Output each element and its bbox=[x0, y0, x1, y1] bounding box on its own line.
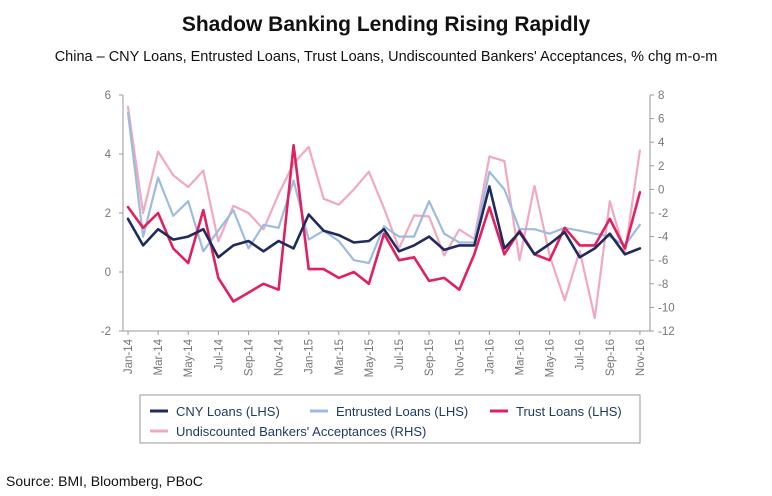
x-tick-label: Jul-15 bbox=[394, 339, 406, 370]
series-line-2 bbox=[126, 143, 642, 303]
x-tick-label: Sep-16 bbox=[605, 339, 617, 376]
legend: CNY Loans (LHS) Entrusted Loans (LHS) Trus… bbox=[139, 394, 641, 444]
x-tick-label: Mar-14 bbox=[153, 338, 165, 375]
right-tick-label: -10 bbox=[658, 302, 675, 314]
right-tick-label: 2 bbox=[658, 161, 664, 173]
x-tick-label: Jan-14 bbox=[123, 338, 135, 374]
left-tick-label: -2 bbox=[101, 326, 111, 338]
left-tick-label: 0 bbox=[105, 267, 111, 279]
legend-label-2: Trust Loans (LHS) bbox=[516, 404, 622, 419]
left-tick-label: 2 bbox=[105, 208, 111, 220]
x-tick-label: May-14 bbox=[183, 338, 195, 377]
right-tick-label: 4 bbox=[658, 137, 665, 149]
x-tick-label: Nov-16 bbox=[635, 339, 647, 376]
right-tick-label: -2 bbox=[658, 208, 668, 220]
chart-subtitle: China – CNY Loans, Entrusted Loans, Trus… bbox=[55, 49, 718, 65]
x-tick-label: Sep-14 bbox=[243, 338, 255, 376]
left-axis-ticks: -2 0 2 4 6 bbox=[101, 90, 123, 338]
x-tick-label: May-15 bbox=[364, 339, 376, 377]
right-tick-label: -4 bbox=[658, 232, 669, 244]
chart-title: Shadow Banking Lending Rising Rapidly bbox=[182, 13, 591, 36]
x-tick-label: Nov-14 bbox=[274, 338, 286, 376]
series-line-3 bbox=[126, 105, 641, 320]
right-tick-label: -8 bbox=[658, 279, 668, 291]
right-tick-label: -12 bbox=[658, 326, 675, 338]
x-tick-label: Mar-15 bbox=[334, 339, 346, 375]
legend-label-3: Undiscounted Bankers' Acceptances (RHS) bbox=[176, 424, 426, 439]
right-axis-ticks: -12 -10 -8 -6 -4 -2 0 2 4 6 8 bbox=[650, 90, 675, 338]
series-lines bbox=[126, 105, 642, 320]
left-tick-label: 6 bbox=[105, 90, 111, 102]
right-tick-label: 8 bbox=[658, 90, 664, 102]
right-tick-label: 6 bbox=[658, 114, 664, 126]
x-axis-ticks: Jan-14 Mar-14 May-14 Jul-14 Sep-14 Nov-14 Jan-… bbox=[123, 331, 647, 377]
x-tick-label: Nov-15 bbox=[454, 339, 466, 376]
legend-box bbox=[139, 394, 641, 444]
legend-label-1: Entrusted Loans (LHS) bbox=[336, 404, 468, 419]
x-tick-label: Sep-15 bbox=[424, 339, 436, 376]
x-tick-label: Jul-16 bbox=[575, 339, 587, 370]
x-tick-label: Jul-14 bbox=[213, 338, 225, 370]
series-line-0 bbox=[126, 185, 642, 259]
legend-label-0: CNY Loans (LHS) bbox=[176, 404, 280, 419]
right-tick-label: -6 bbox=[658, 255, 668, 267]
left-tick-label: 4 bbox=[105, 149, 112, 161]
source-note: Source: BMI, Bloomberg, PBoC bbox=[6, 473, 203, 489]
x-tick-label: May-16 bbox=[545, 339, 557, 377]
series-line-1 bbox=[126, 111, 641, 265]
x-tick-label: Jan-16 bbox=[484, 339, 496, 374]
right-tick-label: 0 bbox=[658, 184, 664, 196]
x-tick-label: Jan-15 bbox=[304, 339, 316, 374]
x-tick-label: Mar-16 bbox=[514, 339, 526, 375]
